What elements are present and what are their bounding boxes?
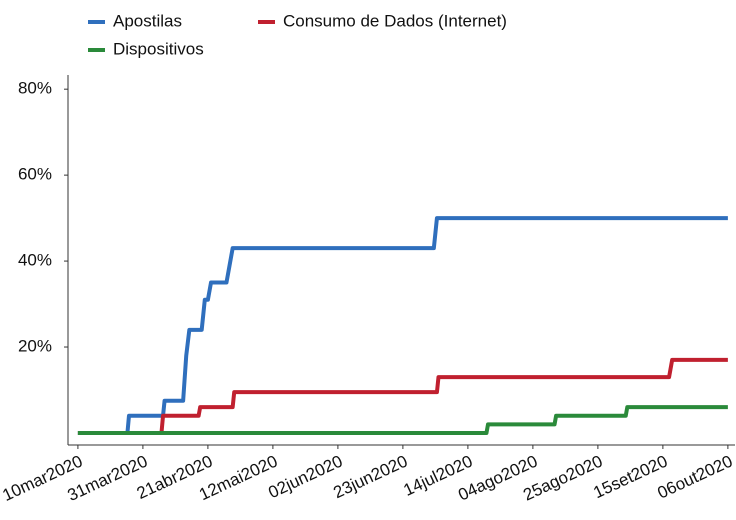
x-tick-label: 23jun2020	[330, 451, 410, 502]
x-tick-label: 02jun2020	[265, 451, 345, 502]
y-tick-label: 40%	[18, 251, 52, 270]
series-line	[77, 405, 728, 435]
legend-label: Consumo de Dados (Internet)	[283, 11, 507, 30]
series-line	[77, 357, 728, 435]
y-tick-label: 20%	[18, 337, 52, 356]
legend-label: Apostilas	[113, 11, 182, 30]
y-tick-label: 60%	[18, 165, 52, 184]
series-line	[77, 216, 728, 435]
x-tick-label: 06out2020	[655, 451, 736, 502]
y-tick-label: 80%	[18, 79, 52, 98]
legend-label: Dispositivos	[113, 39, 204, 58]
